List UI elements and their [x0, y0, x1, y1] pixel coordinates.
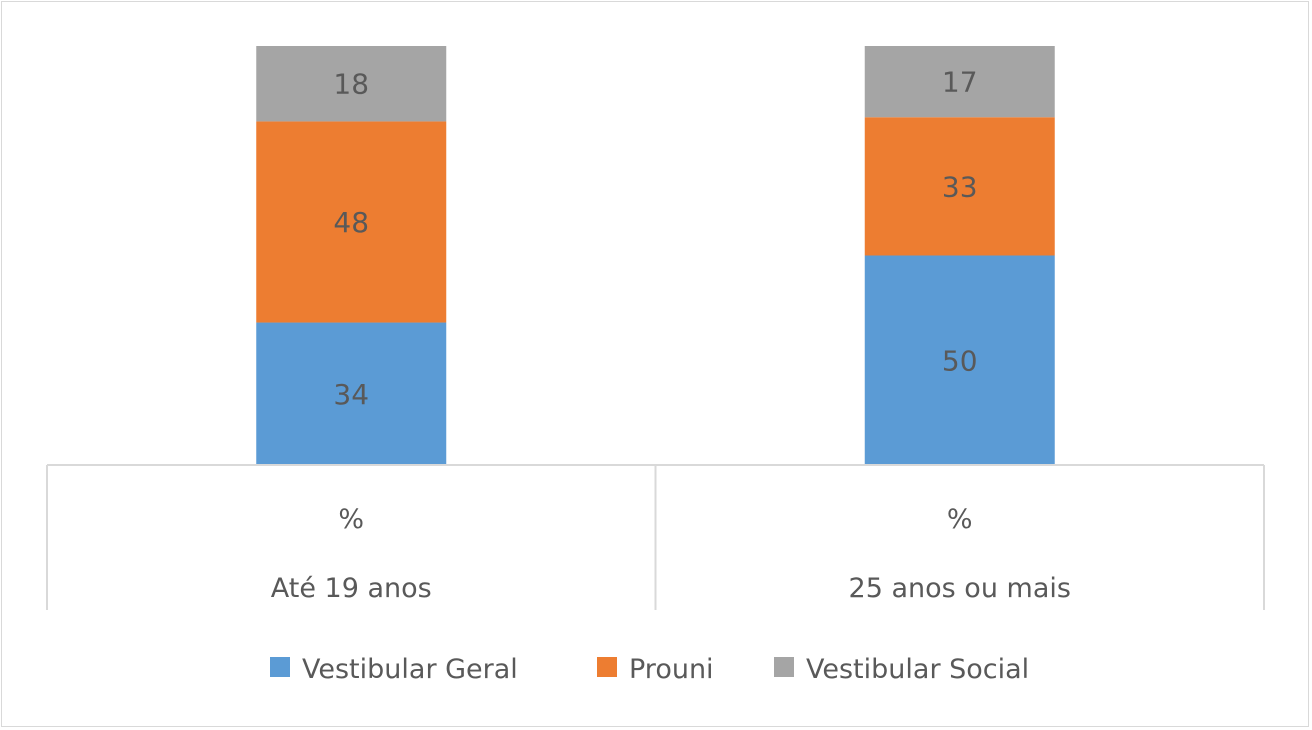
tick-label-unit: % [947, 504, 973, 535]
legend-item: Prouni [597, 654, 714, 685]
data-label: 50 [942, 344, 978, 377]
legend-swatch [774, 657, 794, 677]
tick-label-category: 25 anos ou mais [849, 573, 1071, 604]
data-label: 17 [942, 66, 978, 99]
bar-segment [256, 46, 447, 122]
data-label: 34 [333, 378, 369, 411]
data-label: 48 [333, 206, 369, 239]
legend: Vestibular Geral Prouni Vestibular Social [270, 654, 1029, 685]
tick-label-category: Até 19 anos [271, 573, 432, 604]
bar-segment [864, 117, 1055, 256]
bar-segment [256, 121, 447, 323]
legend-item: Vestibular Social [774, 654, 1029, 685]
data-label: 33 [942, 170, 978, 203]
axis-group: % Até 19 anos% 25 anos ou mais [46, 464, 1265, 610]
bar-segment [864, 255, 1055, 465]
tick-label-unit: % [338, 504, 364, 535]
bar-segment [864, 46, 1055, 118]
data-label: 18 [333, 68, 369, 101]
legend-swatch [597, 657, 617, 677]
legend-swatch [270, 657, 290, 677]
legend-label: Prouni [629, 654, 714, 685]
bar-segment [256, 322, 447, 465]
legend-label: Vestibular Social [806, 654, 1029, 685]
legend-label: Vestibular Geral [302, 654, 518, 685]
legend-item: Vestibular Geral [270, 654, 518, 685]
bars-group: 34 48 18 50 33 17 [256, 46, 1055, 465]
